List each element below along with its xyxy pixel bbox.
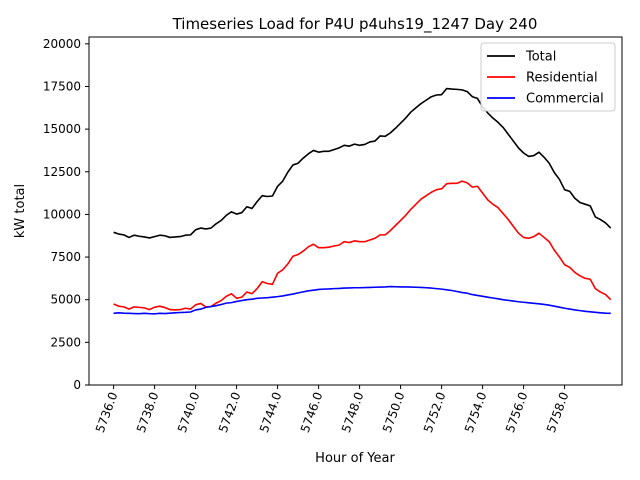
x-tick-label: 5744.0 <box>257 390 285 434</box>
y-tick-label: 12500 <box>43 165 81 179</box>
plot-area <box>88 36 623 386</box>
x-axis: 5736.0 5738.0 5740.0 5742.0 5744.0 5746.0 5748… <box>93 385 572 434</box>
chart-title: Timeseries Load for P4U p4uhs19_1247 Day… <box>172 15 538 34</box>
series-line-total <box>113 87 612 239</box>
y-tick-label: 7500 <box>50 250 81 264</box>
y-tick-label: 0 <box>73 378 81 392</box>
y-tick-label: 2500 <box>50 335 81 349</box>
series-line-residential <box>113 180 612 311</box>
x-tick-label: 5748.0 <box>339 390 367 434</box>
series-layer <box>113 87 612 315</box>
x-tick-label: 5738.0 <box>134 390 162 434</box>
x-tick-label: 5740.0 <box>175 390 203 434</box>
x-tick-label: 5746.0 <box>298 390 326 434</box>
y-axis-label: kW total <box>13 184 28 238</box>
y-tick-label: 17500 <box>43 79 81 93</box>
x-axis-label: Hour of Year <box>315 451 395 466</box>
x-tick-label: 5742.0 <box>216 390 244 434</box>
y-tick-label: 20000 <box>43 37 81 51</box>
x-tick-label: 5736.0 <box>93 390 121 434</box>
legend: Total Residential Commercial <box>480 42 616 112</box>
x-tick-label: 5750.0 <box>380 390 408 434</box>
x-tick-label: 5752.0 <box>421 390 449 434</box>
legend-label-total: Total <box>525 50 556 65</box>
y-tick-label: 10000 <box>43 207 81 221</box>
y-tick-label: 15000 <box>43 122 81 136</box>
x-tick-label: 5758.0 <box>544 390 572 434</box>
legend-frame <box>480 42 616 112</box>
plot-frame <box>88 36 623 386</box>
x-tick-label: 5756.0 <box>503 390 531 434</box>
y-tick-label: 5000 <box>50 293 81 307</box>
series-line-commercial <box>113 285 611 315</box>
legend-label-residential: Residential <box>526 71 598 86</box>
legend-label-commercial: Commercial <box>526 92 604 107</box>
x-tick-label: 5754.0 <box>462 390 490 434</box>
y-axis: 0 2500 5000 7500 10000 12500 15000 17500 20000 <box>43 37 89 392</box>
